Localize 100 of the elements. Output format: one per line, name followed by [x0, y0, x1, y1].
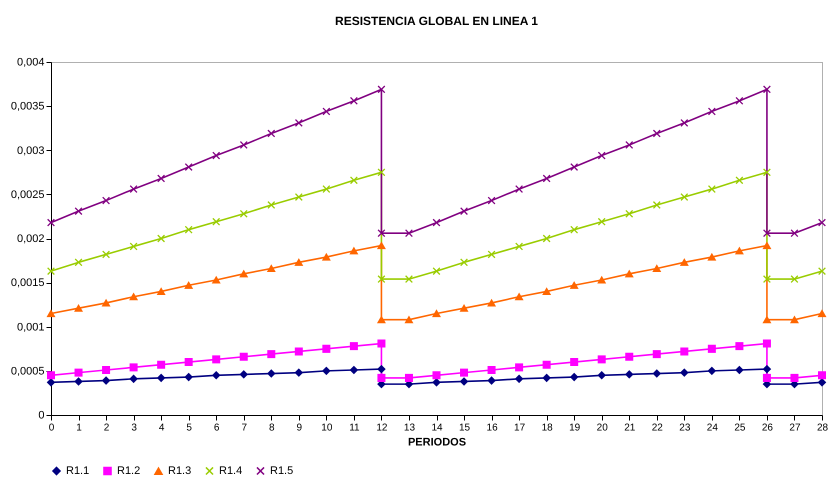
- point: [762, 365, 771, 374]
- legend-label: R1.5: [270, 464, 294, 477]
- x-tick-label: 9: [296, 422, 303, 434]
- point: [735, 366, 744, 374]
- point: [212, 152, 220, 160]
- point: [460, 207, 468, 216]
- point: [267, 370, 276, 378]
- point: [350, 176, 358, 184]
- y-tick-label: 0,0005: [10, 365, 44, 378]
- point: [74, 258, 83, 266]
- point: [762, 168, 771, 176]
- legend-label: R1.3: [168, 465, 192, 478]
- point: [404, 229, 413, 238]
- point: [130, 185, 138, 194]
- point: [74, 304, 83, 312]
- point: [790, 229, 798, 238]
- point: [102, 299, 110, 306]
- point: [377, 242, 386, 250]
- x-tick-label: 8: [269, 422, 276, 434]
- point: [377, 168, 386, 176]
- point: [598, 371, 606, 380]
- point: [212, 371, 220, 380]
- point: [515, 242, 524, 250]
- x-tick-label: 16: [486, 422, 498, 434]
- point: [762, 340, 771, 348]
- x-tick-label: 2: [104, 422, 110, 434]
- x-tick-label: 3: [131, 422, 138, 434]
- point: [515, 293, 524, 300]
- point: [818, 378, 826, 386]
- point: [184, 373, 193, 382]
- point: [46, 218, 56, 227]
- point: [240, 352, 248, 361]
- point: [735, 96, 744, 105]
- point: [102, 376, 110, 385]
- point: [735, 342, 744, 350]
- point: [680, 347, 688, 356]
- point: [598, 276, 606, 284]
- point: [488, 250, 496, 258]
- point: [488, 196, 496, 205]
- point: [322, 366, 330, 375]
- y-tick-label: 0,0025: [10, 188, 44, 201]
- x-tick-label: 27: [789, 422, 801, 434]
- point: [240, 140, 248, 149]
- point: [625, 270, 634, 278]
- point: [294, 193, 303, 202]
- point: [322, 185, 330, 194]
- y-tick-label: 0,004: [16, 56, 44, 68]
- point: [708, 107, 716, 116]
- x-tick-label: 4: [158, 422, 165, 434]
- point: [432, 371, 441, 380]
- point: [350, 342, 358, 350]
- point: [157, 234, 166, 243]
- point: [432, 310, 441, 318]
- point: [542, 174, 551, 182]
- point: [598, 355, 606, 364]
- point: [74, 368, 83, 377]
- point: [377, 275, 386, 284]
- point: [818, 267, 826, 276]
- point: [377, 85, 386, 94]
- point: [570, 226, 578, 234]
- point: [762, 229, 771, 238]
- point: [130, 242, 138, 250]
- point: [432, 378, 441, 386]
- point: [460, 377, 468, 386]
- y-tick-label: 0,0035: [10, 100, 44, 113]
- point: [267, 129, 276, 138]
- point: [762, 275, 771, 284]
- point: [818, 371, 826, 380]
- point: [74, 377, 83, 386]
- point: [46, 378, 56, 386]
- point: [708, 366, 716, 375]
- point: [404, 316, 413, 324]
- point: [294, 347, 303, 356]
- x-tick-label: 7: [241, 422, 248, 434]
- point: [708, 185, 716, 194]
- point: [130, 363, 138, 372]
- legend-label: R1.1: [66, 464, 90, 477]
- point: [542, 374, 551, 382]
- point: [790, 316, 798, 324]
- x-tick-label: 6: [214, 422, 220, 434]
- point: [570, 373, 578, 382]
- chart-title: RESISTENCIA GLOBAL EN LINEA 1: [335, 14, 538, 28]
- point: [184, 358, 193, 366]
- point: [322, 253, 330, 261]
- point: [267, 200, 276, 209]
- x-tick-label: 1: [76, 422, 82, 434]
- point: [818, 218, 826, 227]
- point: [184, 226, 193, 234]
- point: [762, 85, 771, 94]
- legend-label: R1.4: [219, 464, 242, 477]
- point: [652, 350, 661, 358]
- point: [818, 310, 826, 318]
- point: [240, 210, 248, 218]
- point: [46, 371, 56, 380]
- y-tick-label: 0,002: [16, 233, 44, 245]
- point: [790, 275, 798, 284]
- point: [377, 316, 386, 324]
- point: [377, 365, 386, 374]
- x-axis-title: PERIODOS: [408, 436, 466, 448]
- point: [652, 200, 661, 209]
